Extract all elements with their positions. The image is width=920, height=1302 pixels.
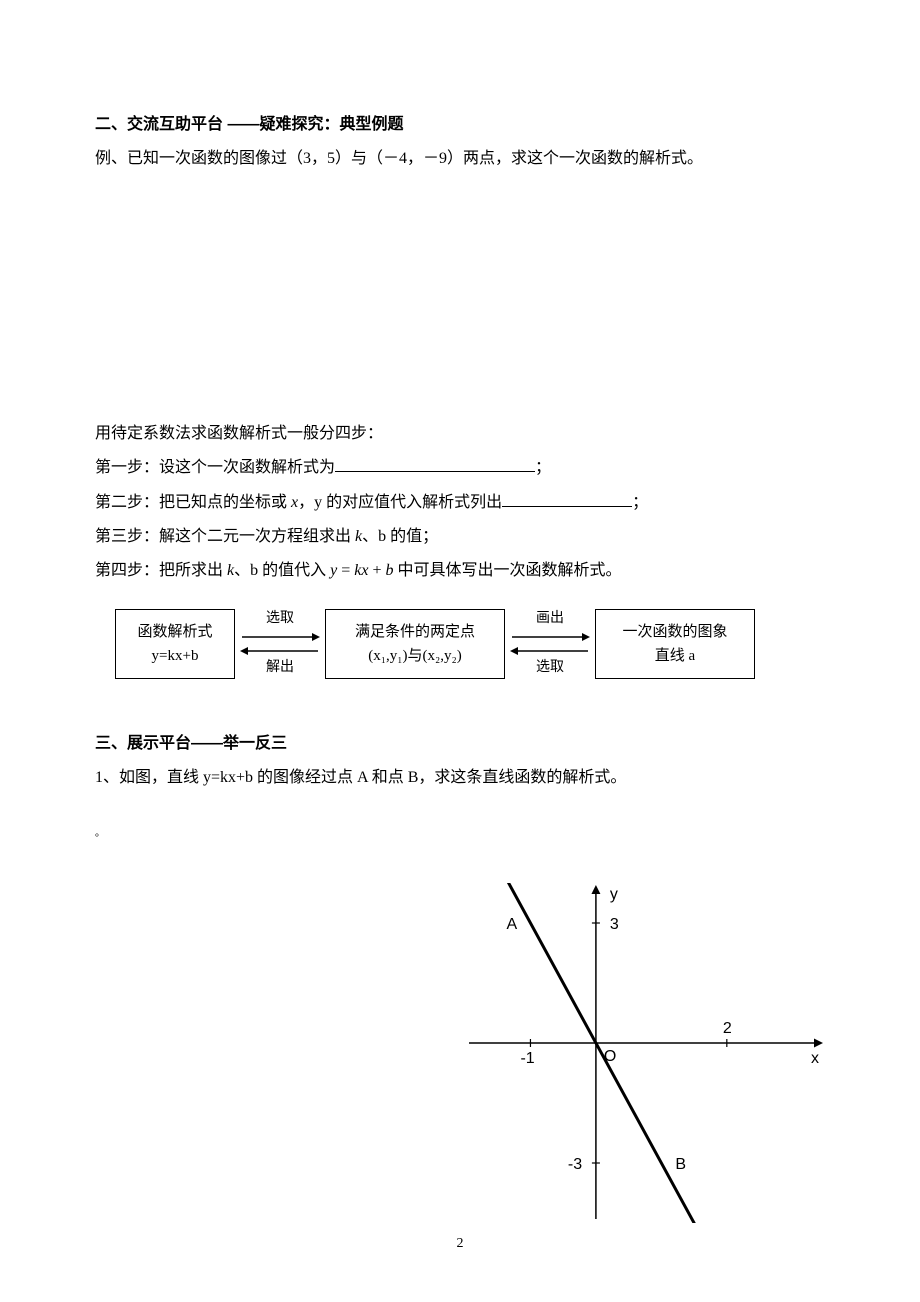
section3-heading: 三、展示平台——举一反三 — [95, 729, 825, 759]
formula-b: b — [386, 562, 394, 579]
step-1: 第一步：设这个一次函数解析式为 ； — [95, 453, 825, 483]
graph: y x O 3 -3 2 -1 A B — [465, 883, 825, 1223]
section-2: 二、交流互助平台 ——疑难探究：典型例题 例、已知一次函数的图像过（3，5）与（… — [95, 110, 825, 679]
arrow23-top-label: 画出 — [536, 611, 564, 628]
arrow12-bottom-label: 解出 — [266, 660, 294, 677]
svg-text:x: x — [811, 1050, 819, 1067]
workspace-gap — [95, 179, 825, 419]
step1-post: ； — [535, 459, 551, 476]
flowchart-box-3: 一次函数的图象 直线 a — [595, 609, 755, 679]
step2-pre: 第二步：把已知点的坐标或 — [95, 494, 291, 511]
formula-eq: = — [337, 562, 354, 579]
stray-dot: 。 — [95, 824, 825, 843]
flowchart: 函数解析式 y=kx+b 选取 解出 满足条件的两定点 (x₁,y₁)与 — [115, 609, 825, 679]
arrow-right-icon — [510, 630, 590, 644]
blank-2[interactable] — [502, 489, 632, 507]
step1-pre: 第一步：设这个一次函数解析式为 — [95, 459, 335, 476]
arrow-right-icon — [240, 630, 320, 644]
graph-svg: y x O 3 -3 2 -1 A B — [465, 883, 825, 1223]
svg-text:-1: -1 — [520, 1050, 534, 1067]
box3-line2: 直线 a — [608, 644, 742, 668]
arrow-left-icon — [510, 644, 590, 658]
svg-text:B: B — [675, 1156, 686, 1173]
step4-post: 中可具体写出一次函数解析式。 — [394, 562, 622, 579]
step4-mid: 、b 的值代入 — [234, 562, 330, 579]
formula-kx: kx — [354, 562, 368, 579]
arrow-left-icon — [240, 644, 320, 658]
svg-text:3: 3 — [610, 916, 619, 933]
svg-text:2: 2 — [723, 1020, 732, 1037]
flowchart-box-2: 满足条件的两定点 (x₁,y₁)与(x₂,y₂) — [325, 609, 505, 679]
step-4: 第四步：把所求出 k、b 的值代入 y = kx + b 中可具体写出一次函数解… — [95, 556, 825, 586]
method-intro: 用待定系数法求函数解析式一般分四步： — [95, 419, 825, 449]
box2-line2: (x₁,y₁)与(x₂,y₂) — [338, 644, 492, 668]
arrow12-top-label: 选取 — [266, 611, 294, 628]
step-2: 第二步：把已知点的坐标或 x，y 的对应值代入解析式列出； — [95, 488, 825, 518]
step4-pre: 第四步：把所求出 — [95, 562, 227, 579]
box1-line1: 函数解析式 — [128, 620, 222, 644]
step3-post: 、b 的值； — [362, 528, 438, 545]
svg-text:-3: -3 — [568, 1156, 582, 1173]
formula-plus: + — [368, 562, 385, 579]
arrows-1-2: 选取 解出 — [235, 611, 325, 677]
step2-mid: ，y 的对应值代入解析式列出 — [298, 494, 502, 511]
page-number: 2 — [0, 1231, 920, 1258]
step-3: 第三步：解这个二元一次方程组求出 k、b 的值； — [95, 522, 825, 552]
arrows-2-3: 画出 选取 — [505, 611, 595, 677]
box1-line2: y=kx+b — [128, 644, 222, 668]
svg-text:O: O — [604, 1048, 616, 1065]
section2-heading: 二、交流互助平台 ——疑难探究：典型例题 — [95, 110, 825, 140]
section3-q1: 1、如图，直线 y=kx+b 的图像经过点 A 和点 B，求这条直线函数的解析式… — [95, 763, 825, 793]
svg-text:y: y — [610, 886, 618, 903]
arrow23-bottom-label: 选取 — [536, 660, 564, 677]
box2-line1: 满足条件的两定点 — [338, 620, 492, 644]
step2-post: ； — [632, 494, 648, 511]
blank-1[interactable] — [335, 455, 535, 473]
section-3: 三、展示平台——举一反三 1、如图，直线 y=kx+b 的图像经过点 A 和点 … — [95, 729, 825, 1223]
svg-text:A: A — [506, 916, 517, 933]
box3-line1: 一次函数的图象 — [608, 620, 742, 644]
step3-text: 第三步：解这个二元一次方程组求出 — [95, 528, 355, 545]
section2-example: 例、已知一次函数的图像过（3，5）与（－4，－9）两点，求这个一次函数的解析式。 — [95, 144, 825, 174]
flowchart-box-1: 函数解析式 y=kx+b — [115, 609, 235, 679]
